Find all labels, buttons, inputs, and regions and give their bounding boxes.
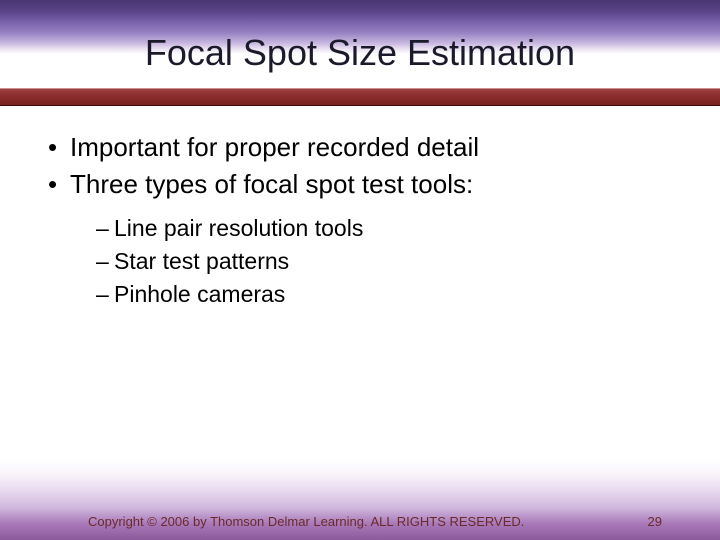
copyright-text: Copyright © 2006 by Thomson Delmar Learn… [88, 514, 524, 529]
bullet-sub: Pinhole cameras [96, 278, 668, 311]
bullet-main: Important for proper recorded detail [48, 130, 668, 165]
content-area: Important for proper recorded detail Thr… [48, 130, 668, 310]
sub-bullet-group: Line pair resolution tools Star test pat… [48, 212, 668, 310]
divider-bar [0, 88, 720, 106]
bullet-main: Three types of focal spot test tools: [48, 167, 668, 202]
bullet-sub: Line pair resolution tools [96, 212, 668, 245]
page-number: 29 [648, 514, 662, 529]
slide: Focal Spot Size Estimation Important for… [0, 0, 720, 540]
bullet-sub: Star test patterns [96, 245, 668, 278]
slide-title: Focal Spot Size Estimation [0, 32, 720, 74]
